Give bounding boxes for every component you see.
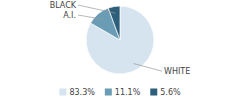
slice-label: WHITE xyxy=(164,67,190,76)
legend-swatch xyxy=(150,89,157,96)
annotations: WHITE A.I.BLACK xyxy=(50,1,191,76)
leader-line xyxy=(134,64,162,72)
legend-swatch xyxy=(59,89,66,96)
legend: 83.3% 11.1% 5.6% xyxy=(59,88,181,97)
pie-slice xyxy=(108,6,120,40)
leader-line xyxy=(78,15,102,19)
slice-label: BLACK xyxy=(50,1,77,10)
legend-item: 83.3% xyxy=(59,88,95,97)
pie-slice xyxy=(86,6,154,74)
legend-item: 11.1% xyxy=(105,88,141,97)
pie xyxy=(86,6,154,74)
chart: WHITE A.I.BLACK 83.3% 11.1% 5.6% xyxy=(0,0,240,100)
legend-label: 11.1% xyxy=(115,88,141,97)
legend-swatch xyxy=(105,89,112,96)
legend-label: 83.3% xyxy=(69,88,95,97)
leader-line xyxy=(78,5,115,13)
legend-item: 5.6% xyxy=(150,88,181,97)
legend-label: 5.6% xyxy=(160,88,181,97)
slice-label: A.I. xyxy=(63,11,76,20)
